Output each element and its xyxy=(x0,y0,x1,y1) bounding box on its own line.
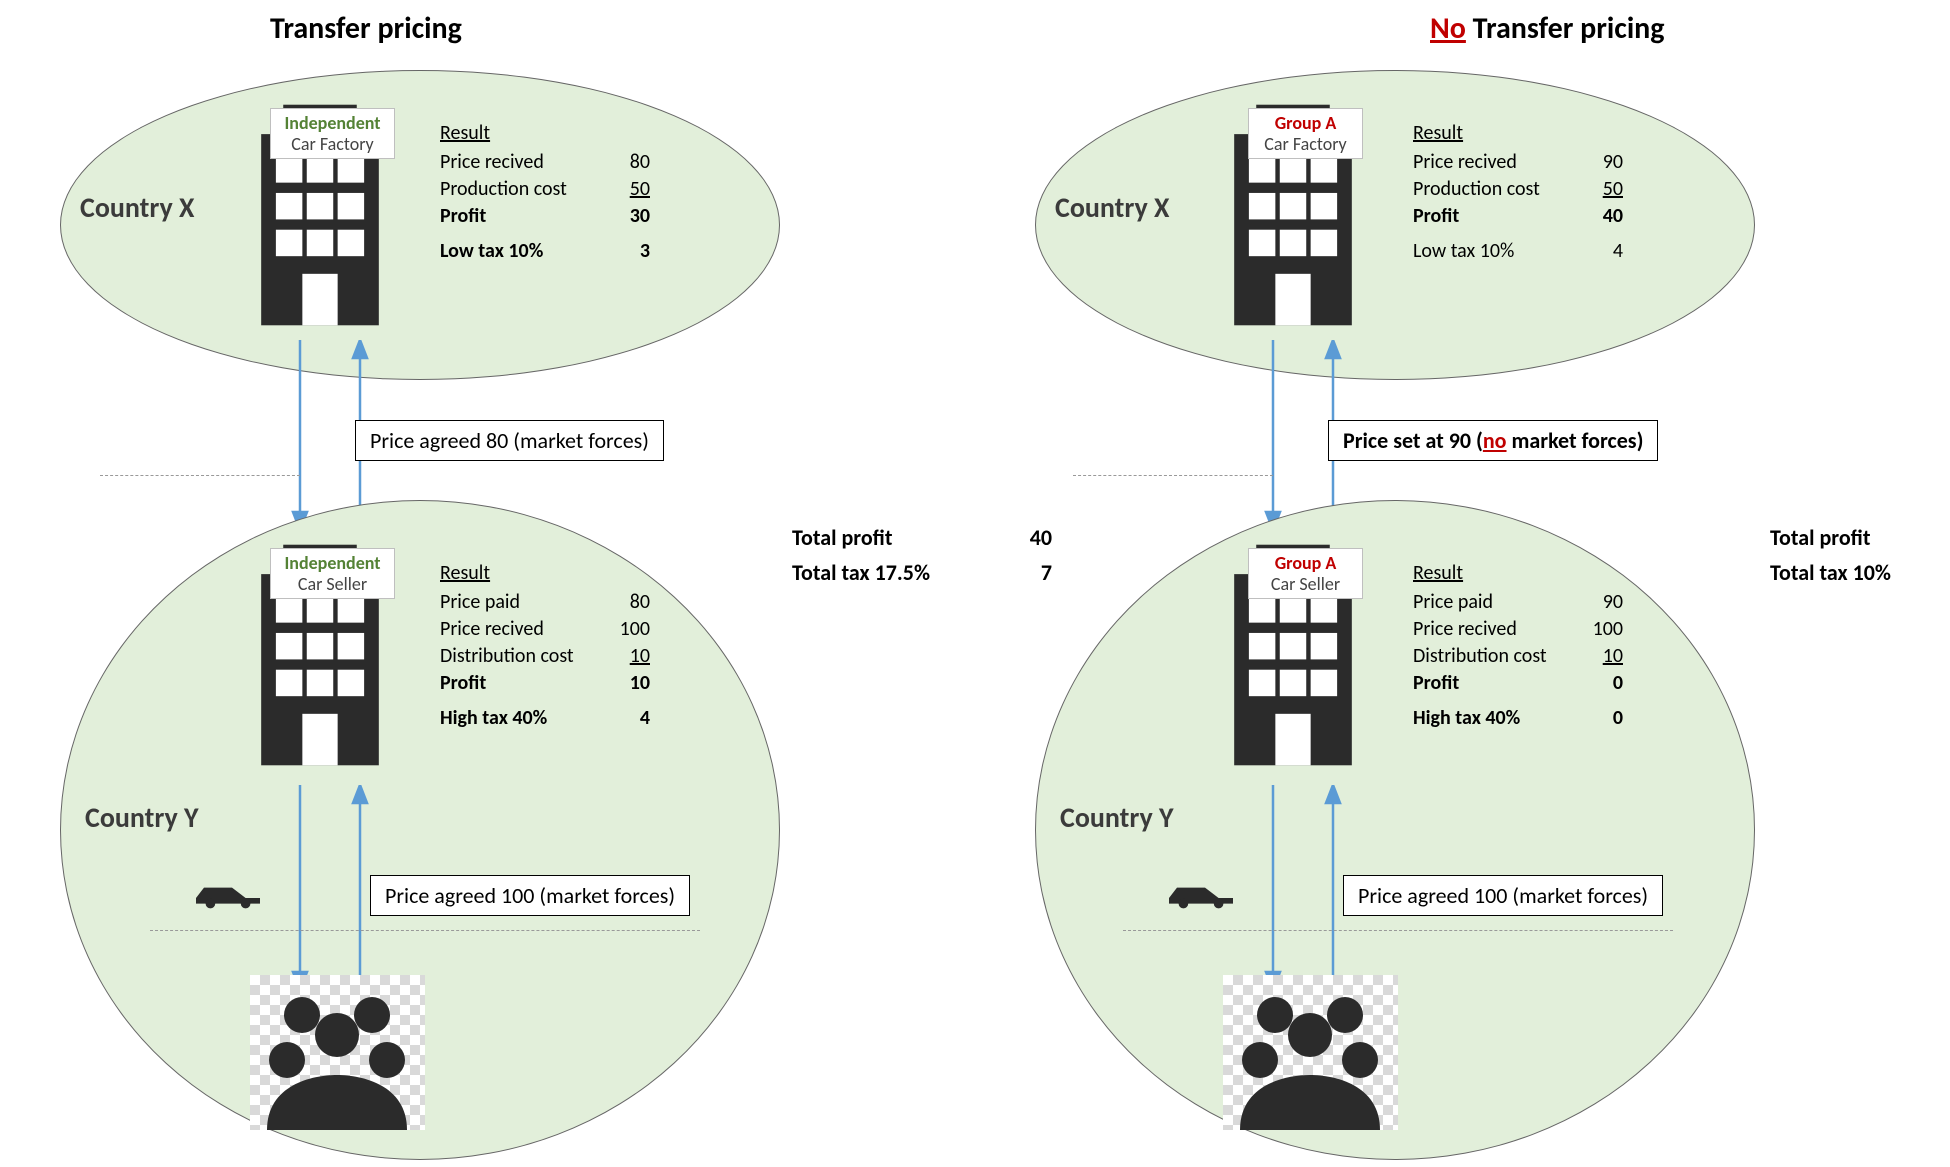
price-text: Price agreed 80 (market forces) xyxy=(370,427,649,454)
result-row: Profit10 xyxy=(440,670,650,697)
right-title: No Transfer pricing xyxy=(1430,10,1665,47)
result-header: Result xyxy=(440,120,650,147)
entity-l1: Independent xyxy=(279,553,386,574)
left-factory-label: Independent Car Factory xyxy=(270,108,395,159)
result-row: Profit40 xyxy=(1413,203,1623,230)
left-factory-label-l1: Independent xyxy=(279,113,386,134)
left-country-divider xyxy=(100,475,300,476)
right-title-no: No xyxy=(1430,10,1466,47)
left-factory-result: Result Price recived80 Production cost50… xyxy=(440,120,650,265)
left-price-bottom-box: Price agreed 100 (market forces) xyxy=(370,875,690,916)
result-row: Low tax 10%3 xyxy=(440,238,650,265)
result-row: Price recived90 xyxy=(1413,149,1623,176)
result-row: Profit30 xyxy=(440,203,650,230)
right-totals: Total profit40 Total tax 10%4 xyxy=(1770,520,1950,590)
left-seller-result: Result Price paid80 Price recived100 Dis… xyxy=(440,560,650,732)
result-header: Result xyxy=(1413,120,1623,147)
left-country-x-ellipse xyxy=(60,70,780,380)
diagram-stage: Transfer pricing Country X Independent C… xyxy=(0,0,1950,1167)
down-arrow-icon xyxy=(1263,785,1283,990)
result-row: High tax 40%4 xyxy=(440,705,650,732)
entity-l1: Group A xyxy=(1257,553,1354,574)
result-row: Production cost50 xyxy=(440,176,650,203)
price-prefix: Price set at 90 ( xyxy=(1343,427,1483,454)
result-row: Price paid90 xyxy=(1413,589,1623,616)
right-factory-result: Result Price recived90 Production cost50… xyxy=(1413,120,1623,265)
result-row: Price recived80 xyxy=(440,149,650,176)
right-country-y-label: Country Y xyxy=(1060,800,1174,835)
left-country-x-label: Country X xyxy=(80,190,194,225)
totals-row: Total profit40 xyxy=(1770,520,1950,555)
right-market-divider xyxy=(1123,930,1673,931)
left-factory-label-l2: Car Factory xyxy=(279,134,386,155)
result-row: Distribution cost10 xyxy=(1413,643,1623,670)
left-title: Transfer pricing xyxy=(270,10,462,47)
right-factory-label: Group A Car Factory xyxy=(1248,108,1363,159)
entity-l2: Car Factory xyxy=(1257,134,1354,155)
left-totals: Total profit40 Total tax 17.5%7 xyxy=(792,520,1052,590)
up-arrow-icon xyxy=(350,785,370,990)
right-seller-result: Result Price paid90 Price recived100 Dis… xyxy=(1413,560,1623,732)
right-price-bottom-box: Price agreed 100 (market forces) xyxy=(1343,875,1663,916)
price-suffix: market forces) xyxy=(1507,427,1644,454)
up-arrow-icon xyxy=(1323,785,1343,990)
right-seller-label: Group A Car Seller xyxy=(1248,548,1363,599)
price-text: Price agreed 100 (market forces) xyxy=(385,882,675,909)
result-header: Result xyxy=(440,560,650,587)
result-row: Low tax 10%4 xyxy=(1413,238,1623,265)
people-icon xyxy=(252,980,422,1130)
result-row: Price recived100 xyxy=(1413,616,1623,643)
price-text: Price agreed 100 (market forces) xyxy=(1358,882,1648,909)
right-price-mid-box: Price set at 90 (no market forces) xyxy=(1328,420,1658,461)
right-country-x-label: Country X xyxy=(1055,190,1169,225)
down-arrow-icon xyxy=(1263,340,1283,530)
result-row: Distribution cost10 xyxy=(440,643,650,670)
left-country-y-label: Country Y xyxy=(85,800,199,835)
result-row: High tax 40%0 xyxy=(1413,705,1623,732)
people-icon xyxy=(1225,980,1395,1130)
right-country-divider xyxy=(1073,475,1273,476)
totals-row: Total profit40 xyxy=(792,520,1052,555)
result-row: Production cost50 xyxy=(1413,176,1623,203)
left-price-mid-box: Price agreed 80 (market forces) xyxy=(355,420,664,461)
right-country-x-ellipse xyxy=(1035,70,1755,380)
entity-l1: Group A xyxy=(1257,113,1354,134)
totals-row: Total tax 10%4 xyxy=(1770,555,1950,590)
car-icon xyxy=(188,878,268,910)
result-row: Price paid80 xyxy=(440,589,650,616)
left-market-divider xyxy=(150,930,700,931)
result-header: Result xyxy=(1413,560,1623,587)
down-arrow-icon xyxy=(290,340,310,530)
left-title-text: Transfer pricing xyxy=(270,10,462,47)
car-icon xyxy=(1161,878,1241,910)
totals-row: Total tax 17.5%7 xyxy=(792,555,1052,590)
entity-l2: Car Seller xyxy=(279,574,386,595)
price-no: no xyxy=(1483,427,1507,454)
down-arrow-icon xyxy=(290,785,310,990)
result-row: Price recived100 xyxy=(440,616,650,643)
left-seller-label: Independent Car Seller xyxy=(270,548,395,599)
entity-l2: Car Seller xyxy=(1257,574,1354,595)
result-row: Profit0 xyxy=(1413,670,1623,697)
right-title-suffix: Transfer pricing xyxy=(1466,10,1665,47)
